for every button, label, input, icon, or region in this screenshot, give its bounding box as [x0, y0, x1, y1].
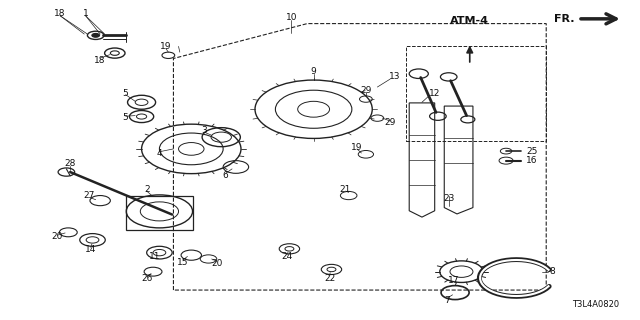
Text: 6: 6: [223, 171, 228, 180]
Text: 9: 9: [311, 67, 317, 76]
Text: 29: 29: [360, 86, 372, 95]
Text: 7: 7: [445, 296, 451, 305]
Text: 27: 27: [84, 191, 95, 200]
Text: 4: 4: [157, 149, 162, 158]
Text: 22: 22: [324, 274, 335, 283]
Text: T3L4A0820: T3L4A0820: [572, 300, 620, 309]
Text: 18: 18: [95, 56, 106, 65]
Text: FR.: FR.: [554, 14, 575, 24]
Text: ATM-4: ATM-4: [451, 16, 489, 26]
Text: 10: 10: [285, 13, 297, 22]
Text: 5: 5: [123, 113, 129, 122]
Text: 19: 19: [160, 42, 172, 51]
Circle shape: [92, 33, 100, 37]
Text: 20: 20: [52, 232, 63, 241]
Text: 19: 19: [351, 143, 363, 152]
Text: 16: 16: [526, 156, 538, 165]
Text: 2: 2: [144, 185, 150, 194]
Text: 21: 21: [340, 185, 351, 194]
Text: 15: 15: [177, 258, 189, 267]
Text: 8: 8: [550, 267, 556, 276]
Text: 14: 14: [85, 245, 96, 254]
Text: 13: 13: [390, 72, 401, 81]
Text: 24: 24: [281, 252, 292, 261]
Text: 29: 29: [385, 118, 396, 127]
Text: 12: 12: [429, 89, 440, 98]
Text: 25: 25: [526, 147, 537, 156]
Text: 20: 20: [211, 259, 223, 268]
Text: 3: 3: [201, 126, 207, 135]
Text: 26: 26: [141, 275, 152, 284]
Text: 23: 23: [443, 194, 454, 203]
Text: 18: 18: [54, 9, 66, 18]
Text: 28: 28: [65, 159, 76, 168]
Text: 11: 11: [148, 252, 160, 261]
Text: 5: 5: [123, 89, 129, 98]
Text: 1: 1: [83, 9, 88, 18]
Text: 17: 17: [448, 276, 460, 285]
